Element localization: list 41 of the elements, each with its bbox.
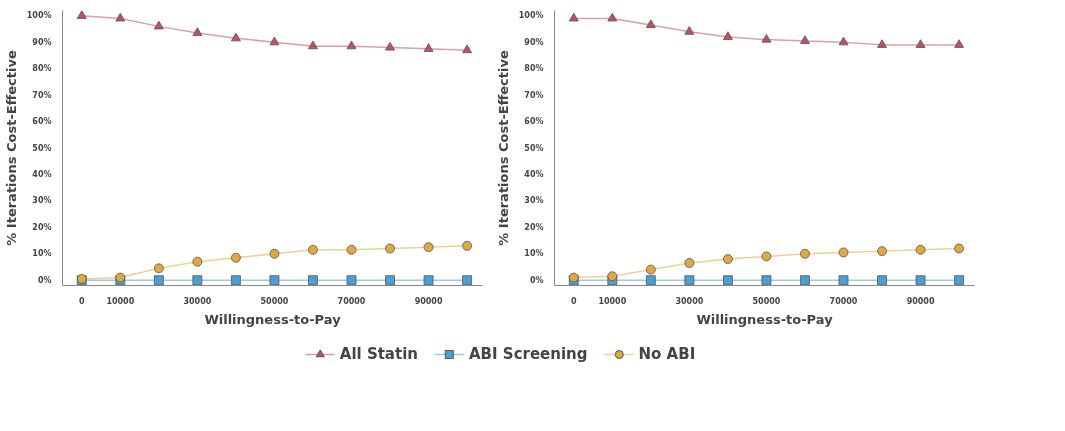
x-tick-label: 90000	[906, 296, 935, 306]
x-tick-label: 0	[570, 296, 577, 306]
x-tick-label: 0	[78, 296, 85, 306]
y-tick-label: 0%	[529, 275, 544, 285]
y-axis-title: % Iterations Cost-Effective	[3, 50, 19, 246]
y-tick-label: 50%	[32, 143, 52, 153]
y-tick-label: 90%	[524, 37, 544, 47]
y-tick-label: 70%	[32, 90, 52, 100]
y-tick-label: 30%	[524, 196, 544, 206]
y-tick-label: 10%	[524, 249, 544, 259]
y-tick-label: 40%	[524, 169, 544, 179]
x-tick-label: 70000	[337, 296, 366, 306]
x-tick-label: 50000	[260, 296, 289, 306]
y-tick-label: 50%	[524, 143, 544, 153]
y-tick-label: 30%	[32, 196, 52, 206]
y-tick-label: 100%	[26, 11, 52, 21]
y-tick-label: 80%	[32, 64, 52, 74]
y-tick-label: 10%	[32, 249, 52, 259]
y-tick-label: 90%	[32, 37, 52, 47]
y-axis-title: % Iterations Cost-Effective	[495, 50, 511, 246]
y-tick-label: 0%	[37, 275, 52, 285]
y-tick-label: 20%	[32, 222, 52, 232]
legend-label: No ABI	[638, 345, 696, 363]
y-tick-label: 60%	[32, 117, 52, 127]
x-tick-label: 30000	[675, 296, 704, 306]
x-tick-label: 70000	[829, 296, 858, 306]
x-tick-label: 50000	[752, 296, 781, 306]
x-tick-label: 10000	[106, 296, 135, 306]
x-tick-label: 90000	[414, 296, 443, 306]
y-tick-label: 20%	[524, 222, 544, 232]
y-tick-label: 60%	[524, 117, 544, 127]
y-tick-label: 80%	[524, 64, 544, 74]
x-tick-label: 30000	[183, 296, 212, 306]
y-tick-label: 70%	[524, 90, 544, 100]
y-tick-label: 40%	[32, 169, 52, 179]
legend-label: ABI Screening	[468, 345, 588, 363]
x-axis-title: Willingness-to-Pay	[204, 311, 342, 327]
x-axis-title: Willingness-to-Pay	[696, 311, 834, 327]
legend-label: All Statin	[339, 345, 418, 363]
y-tick-label: 100%	[518, 11, 544, 21]
x-tick-label: 10000	[598, 296, 627, 306]
